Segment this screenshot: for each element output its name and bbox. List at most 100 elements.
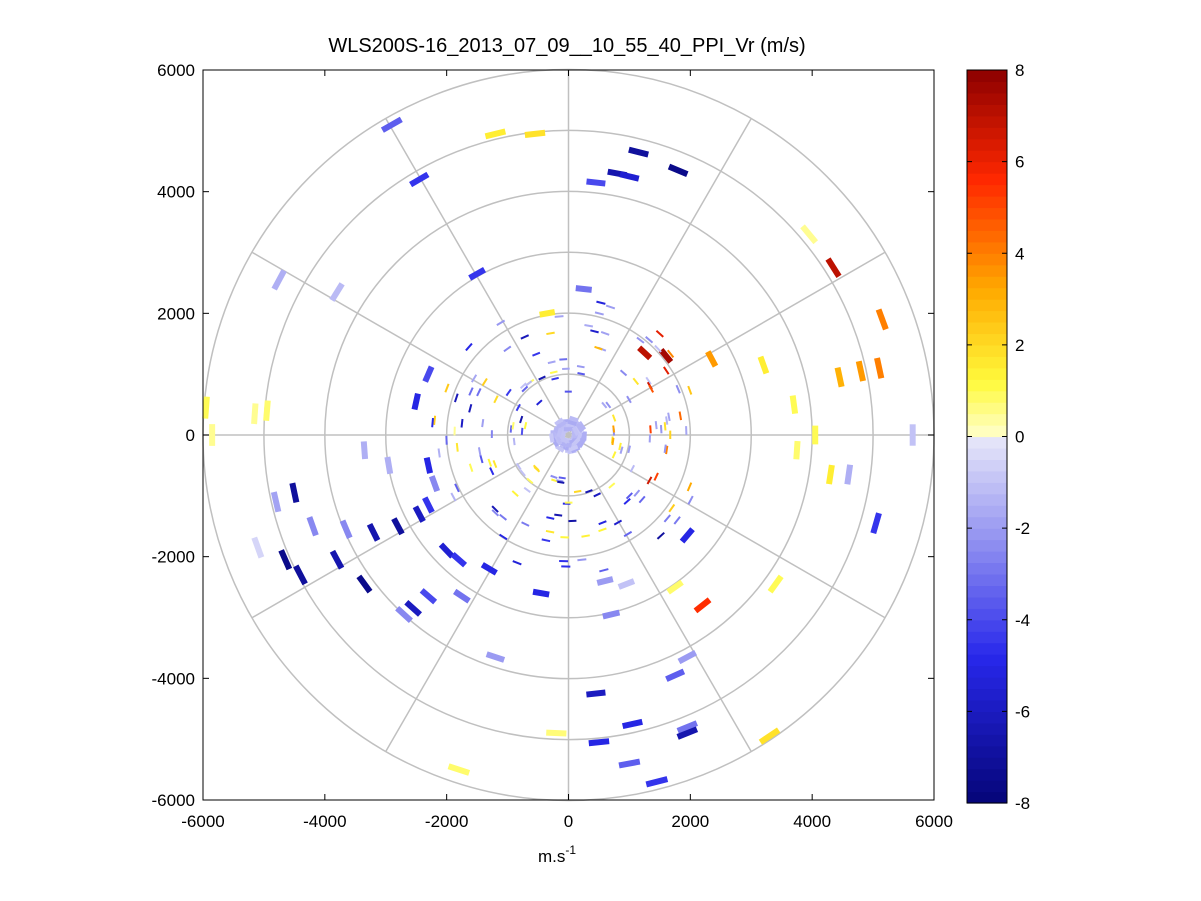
colorbar-segment	[967, 253, 1007, 266]
data-point-near-field	[600, 331, 610, 336]
colorbar-segment	[967, 665, 1007, 678]
data-point-near-field	[577, 371, 586, 376]
x-tick-label: -2000	[425, 812, 468, 831]
data-point-near-field	[523, 486, 531, 494]
data-point	[855, 360, 866, 382]
grid-spoke	[385, 434, 570, 752]
data-point	[450, 551, 468, 568]
data-point-near-field	[663, 366, 670, 375]
data-point-near-field	[520, 334, 530, 340]
data-point-near-field	[431, 417, 435, 428]
x-tick-label: -4000	[303, 812, 346, 831]
data-point-near-field	[665, 416, 669, 425]
data-point-near-field	[555, 444, 565, 453]
data-point-near-field	[590, 329, 599, 334]
data-point	[428, 475, 441, 493]
data-point-near-field	[468, 463, 474, 473]
data-point	[844, 464, 854, 485]
data-point-near-field	[561, 442, 572, 448]
colorbar-segment	[967, 745, 1007, 758]
data-point	[621, 718, 643, 730]
data-point-near-field	[437, 448, 441, 458]
data-point-near-field	[460, 418, 464, 428]
colorbar-segment	[967, 264, 1007, 277]
data-point-near-field	[521, 385, 529, 393]
data-point-near-field	[468, 387, 474, 396]
data-point-near-field	[645, 336, 654, 344]
data-point	[380, 116, 403, 133]
data-point	[289, 482, 300, 504]
y-tick-label: -2000	[152, 548, 195, 567]
data-point	[356, 574, 373, 594]
data-point	[637, 345, 653, 361]
data-point-near-field	[663, 422, 667, 431]
colorbar-segment	[967, 379, 1007, 392]
colorbar-segment	[967, 321, 1007, 335]
data-point-near-field	[623, 530, 633, 538]
grid-spoke	[251, 251, 569, 436]
grid-spoke	[568, 434, 886, 619]
data-point	[575, 285, 593, 293]
colorbar-tick-label: -6	[1015, 702, 1030, 721]
colorbar-tick-label: 8	[1015, 61, 1024, 80]
data-point-near-field	[686, 482, 693, 492]
data-point-near-field	[564, 422, 575, 428]
data-point-near-field	[549, 370, 558, 375]
data-point	[423, 457, 434, 474]
data-point-near-field	[512, 560, 522, 566]
data-point-near-field	[512, 437, 516, 446]
grid-spoke	[251, 434, 569, 619]
colorbar-segment	[967, 447, 1007, 461]
data-point-near-field	[663, 514, 672, 523]
data-point-near-field	[491, 509, 500, 517]
data-point	[391, 517, 405, 536]
data-point-near-field	[638, 495, 646, 504]
colorbar-segment	[967, 780, 1007, 793]
colorbar-segment	[967, 310, 1007, 323]
data-point-near-field	[571, 426, 580, 437]
data-point	[677, 649, 698, 665]
data-point-near-field	[554, 417, 564, 426]
colorbar-segment	[967, 138, 1007, 151]
colorbar-segment	[967, 150, 1007, 163]
data-point-near-field	[532, 351, 541, 357]
data-point	[485, 651, 506, 663]
x-tick-label: 2000	[671, 812, 709, 831]
data-point-near-field	[601, 401, 608, 409]
data-point-near-field	[612, 425, 616, 433]
data-point-near-field	[465, 342, 473, 352]
colorbar-segment	[967, 92, 1007, 105]
data-point-near-field	[532, 464, 540, 471]
data-point-near-field	[433, 415, 437, 425]
colorbar-segment	[967, 768, 1007, 781]
colorbar-segment	[967, 470, 1007, 483]
data-point	[800, 224, 819, 245]
data-point-near-field	[618, 442, 622, 451]
data-point	[419, 588, 438, 605]
data-point-near-field	[453, 393, 459, 403]
data-points	[202, 116, 916, 788]
data-point	[409, 171, 430, 188]
data-point-near-field	[498, 533, 508, 541]
data-point-near-field	[654, 344, 662, 353]
data-point	[447, 763, 471, 776]
colorbar-segment	[967, 173, 1007, 186]
data-point	[645, 776, 669, 788]
data-point	[278, 549, 293, 571]
y-tick-label: 6000	[157, 61, 195, 80]
data-point	[532, 588, 550, 598]
data-point	[693, 597, 712, 614]
colorbar-segment	[967, 230, 1007, 243]
data-point	[758, 727, 781, 745]
colorbar-segment	[967, 619, 1007, 632]
data-point-near-field	[567, 419, 578, 427]
data-point-near-field	[519, 382, 527, 390]
colorbar-segment	[967, 493, 1007, 506]
colorbar-segment	[967, 299, 1007, 312]
data-point	[366, 522, 381, 542]
data-point-near-field	[550, 474, 558, 480]
data-point	[484, 128, 507, 140]
data-point-near-field	[675, 384, 681, 394]
colorbar-segment	[967, 104, 1007, 117]
data-point-near-field	[645, 376, 652, 385]
